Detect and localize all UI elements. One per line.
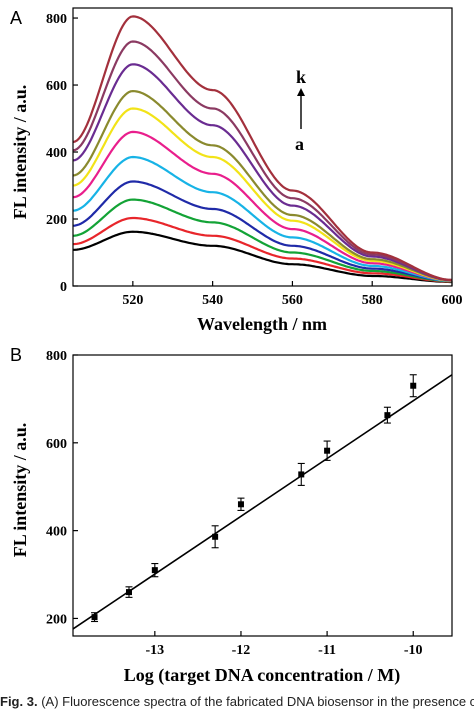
- data-point: [212, 533, 219, 540]
- panel-b-axes: -13 -12 -11 -10 200 400 600 800: [46, 349, 453, 658]
- annotation-arrow-head: [297, 88, 305, 96]
- caption-label: Fig. 3.: [0, 694, 38, 709]
- data-point: [237, 501, 244, 508]
- data-point: [298, 471, 305, 478]
- y-tick-label: 200: [46, 213, 67, 228]
- caption-text: (A) Fluorescence spectra of the fabricat…: [41, 694, 474, 709]
- spectrum-line: [72, 40, 453, 282]
- annotation-bottom-label: a: [295, 134, 304, 154]
- y-tick-label: 400: [46, 525, 67, 540]
- spectrum-line: [72, 15, 453, 282]
- panel-a-label: A: [10, 8, 22, 28]
- spectrum-line: [72, 155, 453, 283]
- x-tick-label: -10: [404, 643, 423, 658]
- figure-caption: Fig. 3. (A) Fluorescence spectra of the …: [0, 694, 474, 712]
- spectrum-line: [72, 180, 452, 283]
- y-tick-label: 0: [60, 280, 67, 295]
- panel-b-label: B: [10, 345, 22, 365]
- x-tick-label: 520: [122, 293, 143, 308]
- y-tick-label: 800: [46, 349, 67, 364]
- annotation-top-label: k: [296, 67, 306, 87]
- panel-b-points-group: [91, 374, 417, 623]
- spectrum-line: [73, 230, 452, 284]
- panel-b-frame: [72, 354, 453, 637]
- x-tick-label: 540: [202, 293, 223, 308]
- panel-b-x-axis-title: Log (target DNA concentration / M): [124, 665, 400, 686]
- panel-b-y-axis-title: FL intensity / a.u.: [10, 423, 30, 558]
- spectrum-line: [72, 130, 452, 282]
- data-point: [151, 567, 158, 574]
- y-tick-label: 600: [46, 437, 67, 452]
- y-tick-label: 400: [46, 146, 67, 161]
- data-point: [410, 382, 417, 389]
- x-tick-label: 580: [362, 293, 383, 308]
- y-tick-label: 200: [46, 612, 67, 627]
- panel-a-x-axis-title: Wavelength / nm: [197, 314, 327, 334]
- spectrum-line: [72, 107, 452, 282]
- y-tick-label: 800: [46, 12, 67, 27]
- panel-a-spectra-chart: A 520 540 560 580 600 0 200 400 600 800 k a Wavel…: [10, 7, 463, 334]
- spectrum-line: [72, 63, 452, 282]
- spectrum-line: [72, 198, 452, 283]
- panel-a-y-axis-title: FL intensity / a.u.: [10, 85, 30, 220]
- x-tick-label: -11: [318, 643, 336, 658]
- data-point: [384, 412, 391, 419]
- x-tick-label: -13: [145, 643, 164, 658]
- x-tick-label: 600: [442, 293, 463, 308]
- x-tick-label: -12: [232, 643, 251, 658]
- panel-a-axes: 520 540 560 580 600 0 200 400 600 800: [46, 7, 463, 308]
- panel-b-calibration-chart: B -13 -12 -11 -10 200 400 600 800 Log (target D…: [10, 345, 453, 686]
- panel-a-annotation: k a: [295, 67, 306, 154]
- spectrum-line: [72, 216, 452, 283]
- panel-a-series-group: [72, 15, 453, 284]
- y-tick-label: 600: [46, 79, 67, 94]
- data-point: [324, 447, 331, 454]
- panel-a-frame: [72, 7, 453, 287]
- spectrum-line: [72, 90, 452, 282]
- data-point: [125, 589, 132, 596]
- x-tick-label: 560: [282, 293, 303, 308]
- data-point: [91, 614, 98, 621]
